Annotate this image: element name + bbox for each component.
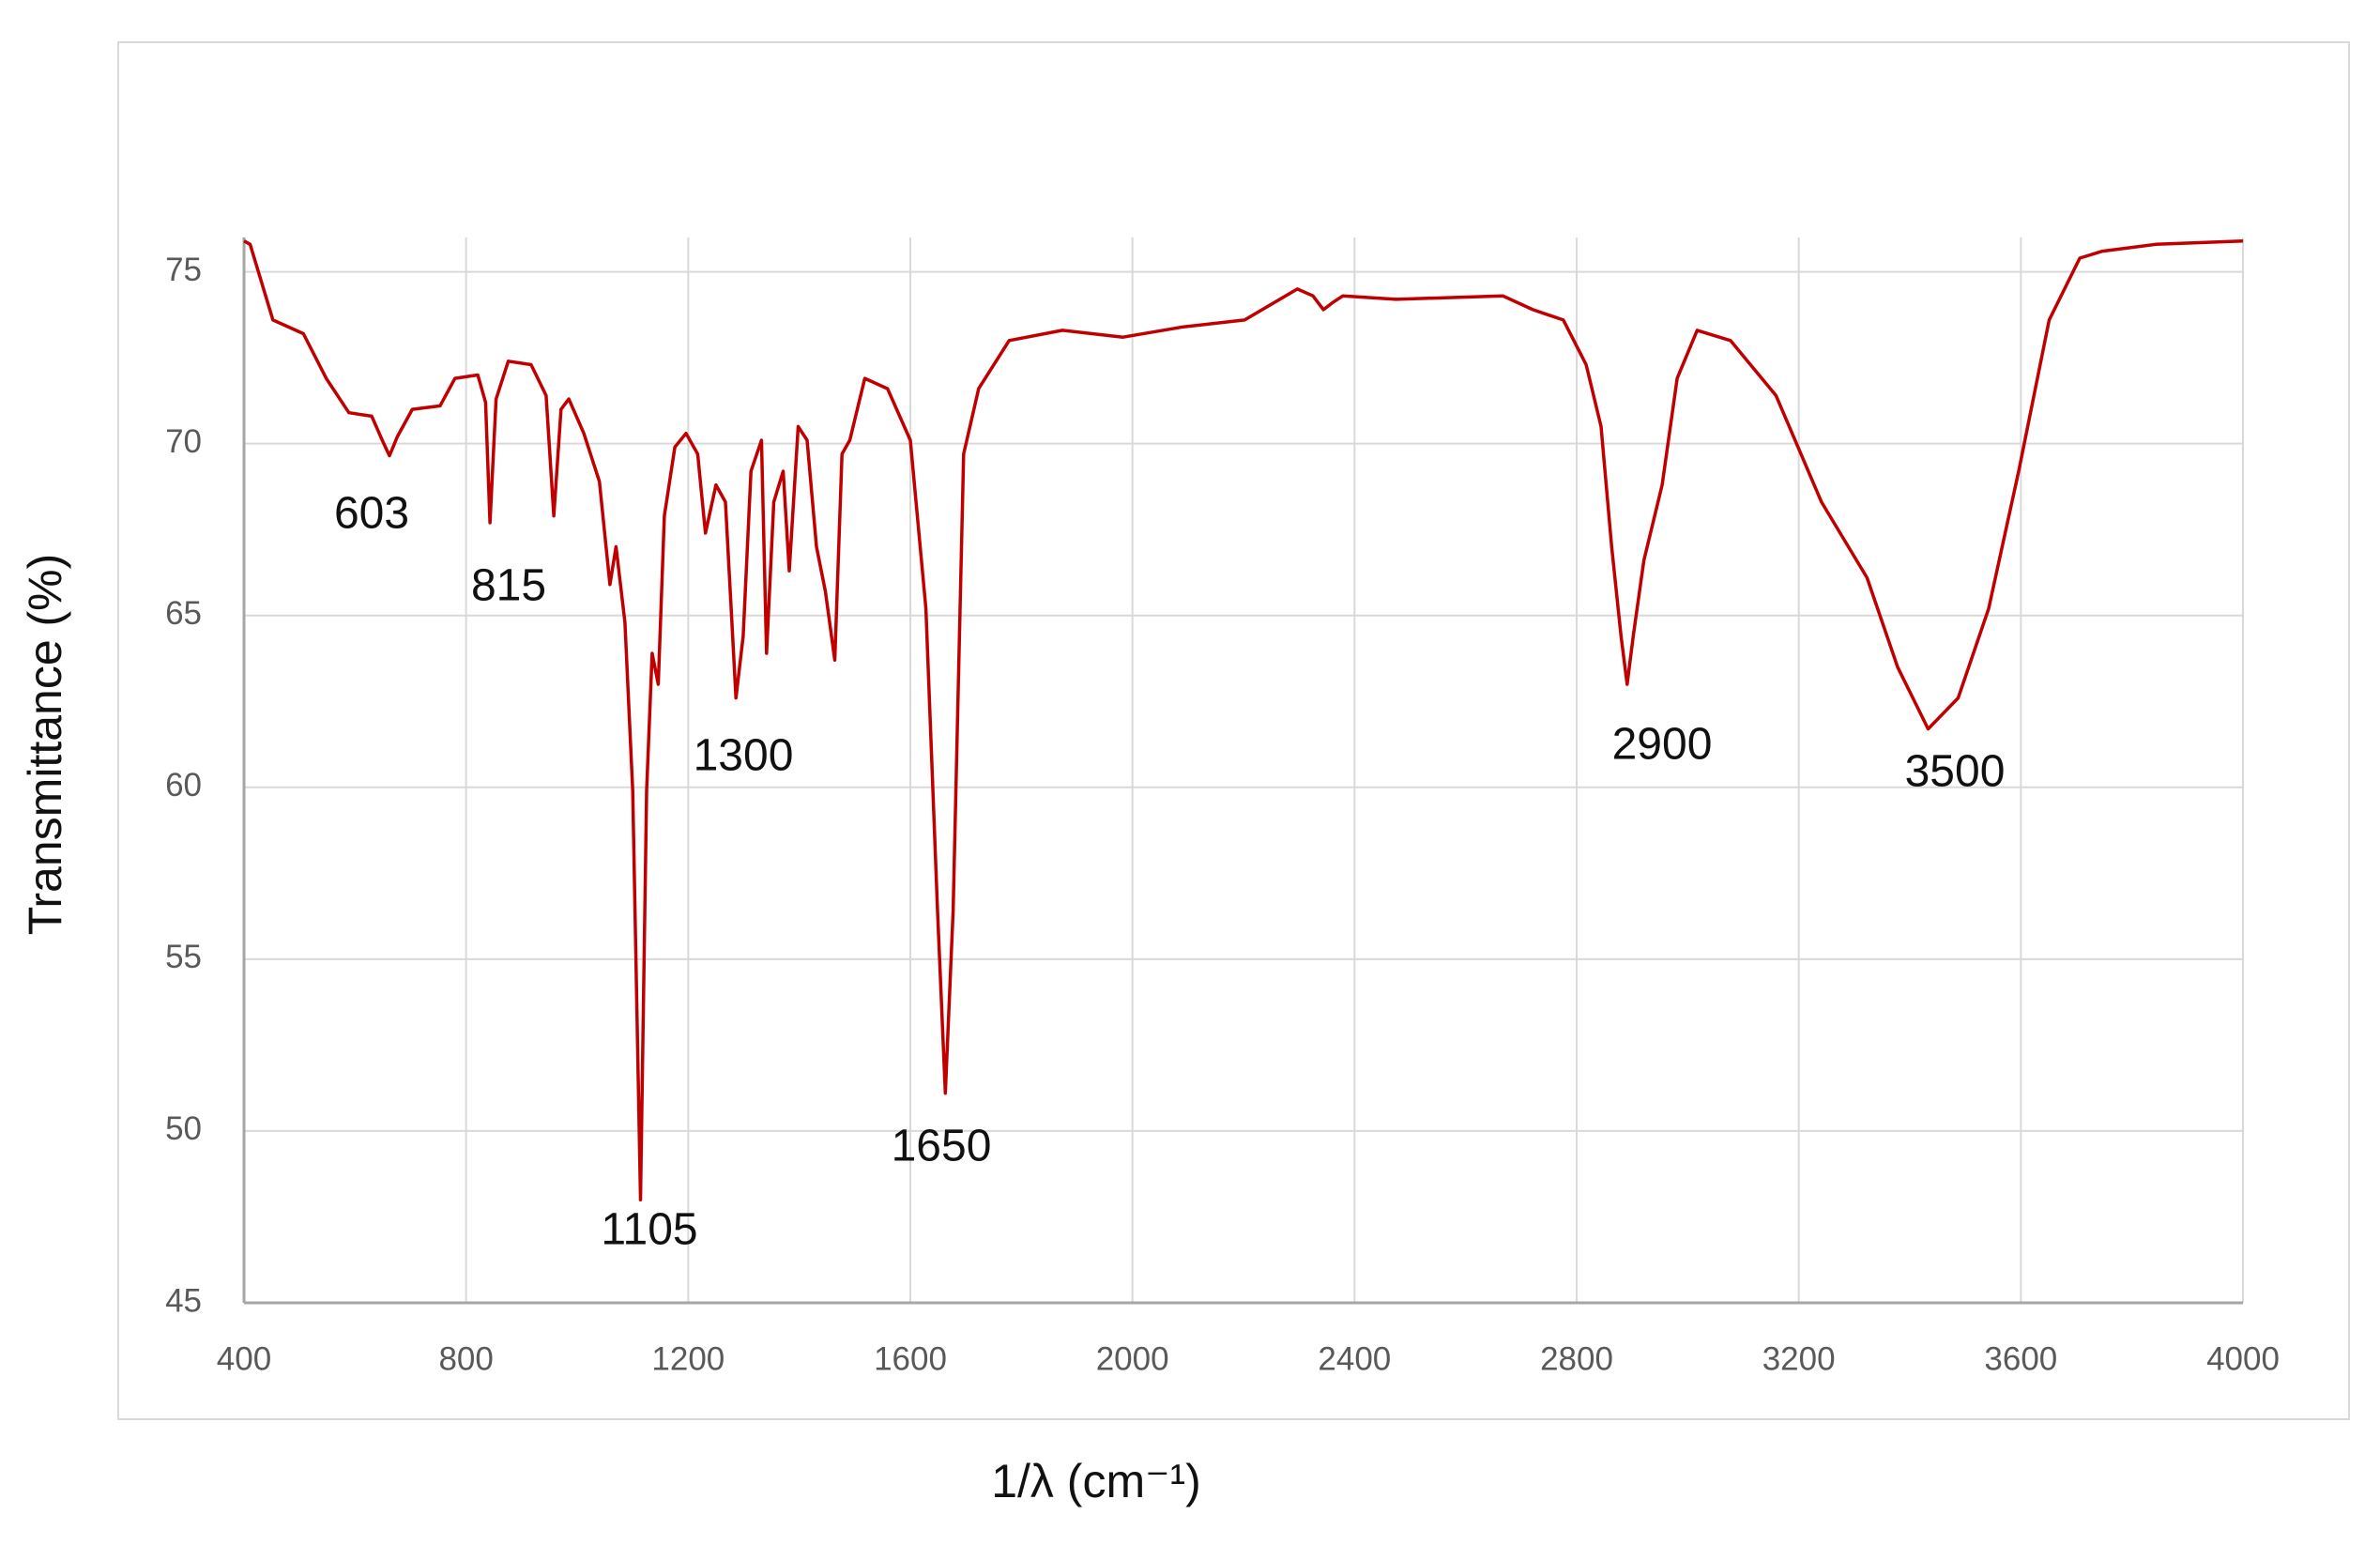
x-tick-label: 1200 [651, 1340, 725, 1377]
y-tick-label: 70 [165, 423, 202, 460]
x-tick-label: 1600 [874, 1340, 947, 1377]
y-tick-label: 60 [165, 767, 202, 803]
y-tick-label: 75 [165, 252, 202, 288]
spectrum-line [243, 238, 2244, 1201]
x-tick-label: 2800 [1540, 1340, 1613, 1377]
x-tick-label: 4000 [2206, 1340, 2280, 1377]
peak-annotation: 1105 [601, 1205, 697, 1255]
y-tick-label: 50 [165, 1110, 202, 1147]
peak-annotation: 3500 [1905, 747, 2006, 797]
x-axis-title: 1/λ (cm⁻¹) [991, 1455, 1201, 1507]
x-tick-label: 400 [217, 1340, 271, 1377]
x-tick-label: 800 [438, 1340, 493, 1377]
peak-annotation: 1650 [892, 1122, 992, 1171]
x-tick-label: 2000 [1096, 1340, 1169, 1377]
peak-annotation: 1300 [694, 731, 794, 781]
y-tick-label: 55 [165, 939, 202, 975]
peak-annotation: 815 [471, 561, 546, 611]
x-tick-label: 3600 [1984, 1340, 2057, 1377]
y-tick-label: 45 [165, 1282, 202, 1319]
chart-frame [117, 41, 2350, 1420]
y-tick-label: 65 [165, 595, 202, 632]
peak-annotation: 2900 [1612, 720, 1713, 770]
x-tick-label: 3200 [1762, 1340, 1836, 1377]
y-axis-title: Transmittance (%) [19, 554, 71, 936]
peak-annotation: 603 [334, 489, 409, 539]
x-tick-label: 2400 [1318, 1340, 1391, 1377]
